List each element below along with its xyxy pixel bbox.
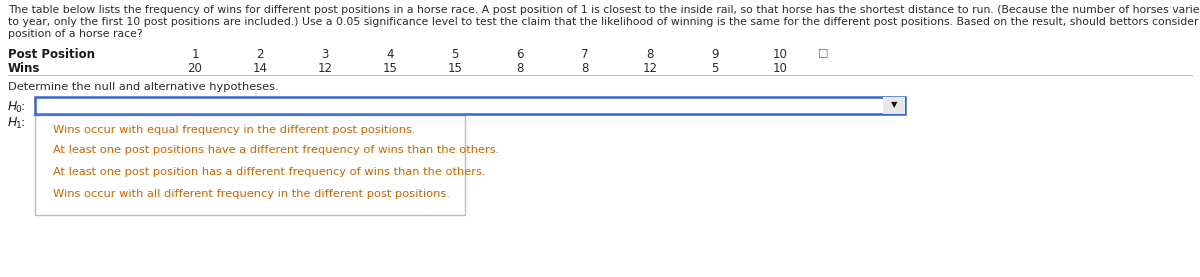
Text: Wins occur with equal frequency in the different post positions.: Wins occur with equal frequency in the d… [53,125,415,135]
Text: 5: 5 [712,62,719,75]
Text: The table below lists the frequency of wins for different post positions in a ho: The table below lists the frequency of w… [8,5,1200,15]
Text: 20: 20 [187,62,203,75]
Text: H: H [8,116,17,129]
Text: 5: 5 [451,48,458,61]
Text: Post Position: Post Position [8,48,95,61]
Text: 1: 1 [16,121,22,130]
Text: 12: 12 [318,62,332,75]
Text: 7: 7 [581,48,589,61]
Text: 15: 15 [383,62,397,75]
Text: 0: 0 [16,105,22,114]
Text: to year, only the first 10 post positions are included.) Use a 0.05 significance: to year, only the first 10 post position… [8,17,1200,27]
Text: :: : [20,100,25,113]
Text: 12: 12 [642,62,658,75]
Text: Wins: Wins [8,62,41,75]
Text: 14: 14 [252,62,268,75]
Text: 10: 10 [773,48,787,61]
Text: Wins occur with all different frequency in the different post positions.: Wins occur with all different frequency … [53,189,450,199]
Text: At least one post position has a different frequency of wins than the others.: At least one post position has a differe… [53,167,486,177]
Text: 4: 4 [386,48,394,61]
Text: position of a horse race?: position of a horse race? [8,29,143,39]
Text: H: H [8,100,17,113]
Bar [883,97,905,114]
Text: ▼: ▼ [890,100,898,109]
Text: 15: 15 [448,62,462,75]
Text: At least one post positions have a different frequency of wins than the others.: At least one post positions have a diffe… [53,145,499,155]
Bar [35,97,905,114]
Text: 2: 2 [257,48,264,61]
Text: 6: 6 [516,48,523,61]
Text: :: : [20,116,25,129]
Text: 3: 3 [322,48,329,61]
Text: 8: 8 [581,62,589,75]
Text: 8: 8 [647,48,654,61]
Text: 8: 8 [516,62,523,75]
Text: □: □ [818,47,828,57]
Text: 1: 1 [191,48,199,61]
Text: Determine the null and alternative hypotheses.: Determine the null and alternative hypot… [8,82,278,92]
Text: 10: 10 [773,62,787,75]
Text: 9: 9 [712,48,719,61]
Bar [35,115,466,215]
